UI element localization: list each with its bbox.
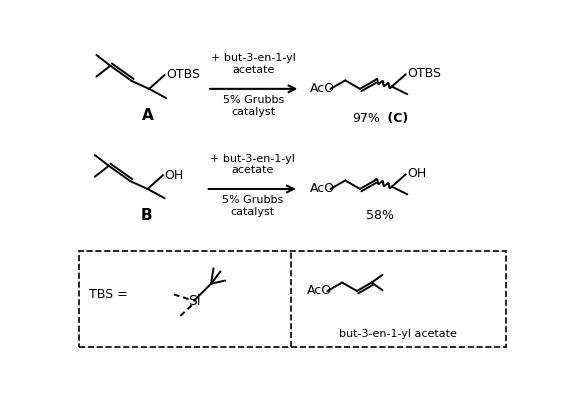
Bar (80, 251, 505, 347)
Text: AcO: AcO (307, 284, 332, 297)
Text: TBS =: TBS = (89, 288, 127, 301)
Text: Si: Si (188, 294, 201, 308)
Text: 58%: 58% (366, 209, 394, 222)
Text: OH: OH (164, 169, 184, 182)
Text: OH: OH (407, 167, 426, 180)
Text: (C): (C) (383, 112, 409, 125)
Text: 5% Grubbs
catalyst: 5% Grubbs catalyst (222, 195, 283, 217)
Text: but-3-en-1-yl acetate: but-3-en-1-yl acetate (339, 329, 457, 339)
Text: OTBS: OTBS (166, 69, 200, 82)
Text: AcO: AcO (311, 182, 335, 195)
Text: 97%: 97% (352, 112, 380, 125)
Text: OTBS: OTBS (407, 67, 441, 80)
Text: + but-3-en-1-yl
acetate: + but-3-en-1-yl acetate (211, 54, 296, 75)
Text: AcO: AcO (311, 82, 335, 95)
Text: A: A (142, 108, 154, 123)
Text: B: B (140, 208, 152, 223)
Text: + but-3-en-1-yl
acetate: + but-3-en-1-yl acetate (210, 154, 295, 175)
Text: 5% Grubbs
catalyst: 5% Grubbs catalyst (223, 95, 284, 117)
